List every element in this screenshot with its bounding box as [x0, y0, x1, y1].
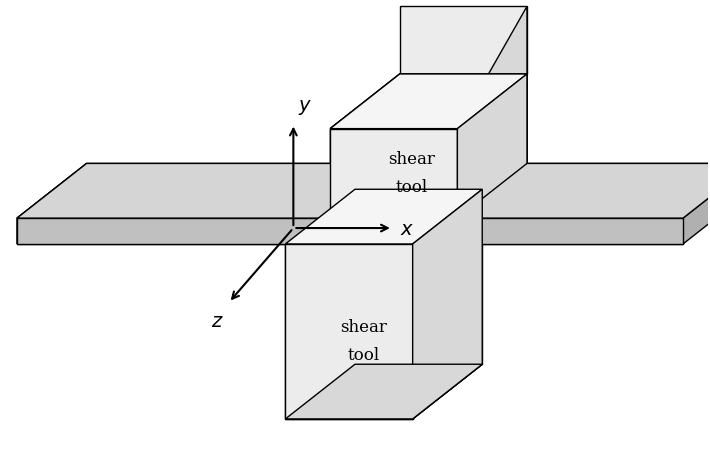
Text: shear
tool: shear tool [341, 319, 388, 364]
Polygon shape [400, 7, 527, 74]
Polygon shape [285, 189, 482, 244]
Polygon shape [285, 244, 413, 419]
Polygon shape [17, 164, 87, 244]
Polygon shape [17, 218, 683, 244]
Text: $x$: $x$ [400, 221, 414, 239]
Polygon shape [330, 74, 527, 129]
Polygon shape [17, 164, 710, 218]
Polygon shape [683, 164, 710, 244]
Text: shear
tool: shear tool [388, 151, 435, 196]
Polygon shape [285, 364, 482, 419]
Polygon shape [355, 189, 482, 364]
Polygon shape [17, 164, 710, 218]
Text: $z$: $z$ [211, 313, 224, 330]
Polygon shape [457, 74, 527, 218]
Polygon shape [457, 74, 527, 218]
Polygon shape [285, 364, 482, 419]
Polygon shape [413, 189, 482, 419]
Polygon shape [330, 129, 457, 218]
Polygon shape [17, 218, 683, 244]
Polygon shape [330, 129, 457, 218]
Polygon shape [413, 189, 482, 419]
Polygon shape [330, 74, 527, 129]
Polygon shape [330, 74, 527, 129]
Polygon shape [285, 189, 482, 244]
Polygon shape [330, 129, 457, 218]
Polygon shape [285, 244, 413, 419]
Text: $y$: $y$ [298, 98, 312, 117]
Polygon shape [457, 7, 527, 218]
Polygon shape [457, 74, 527, 218]
